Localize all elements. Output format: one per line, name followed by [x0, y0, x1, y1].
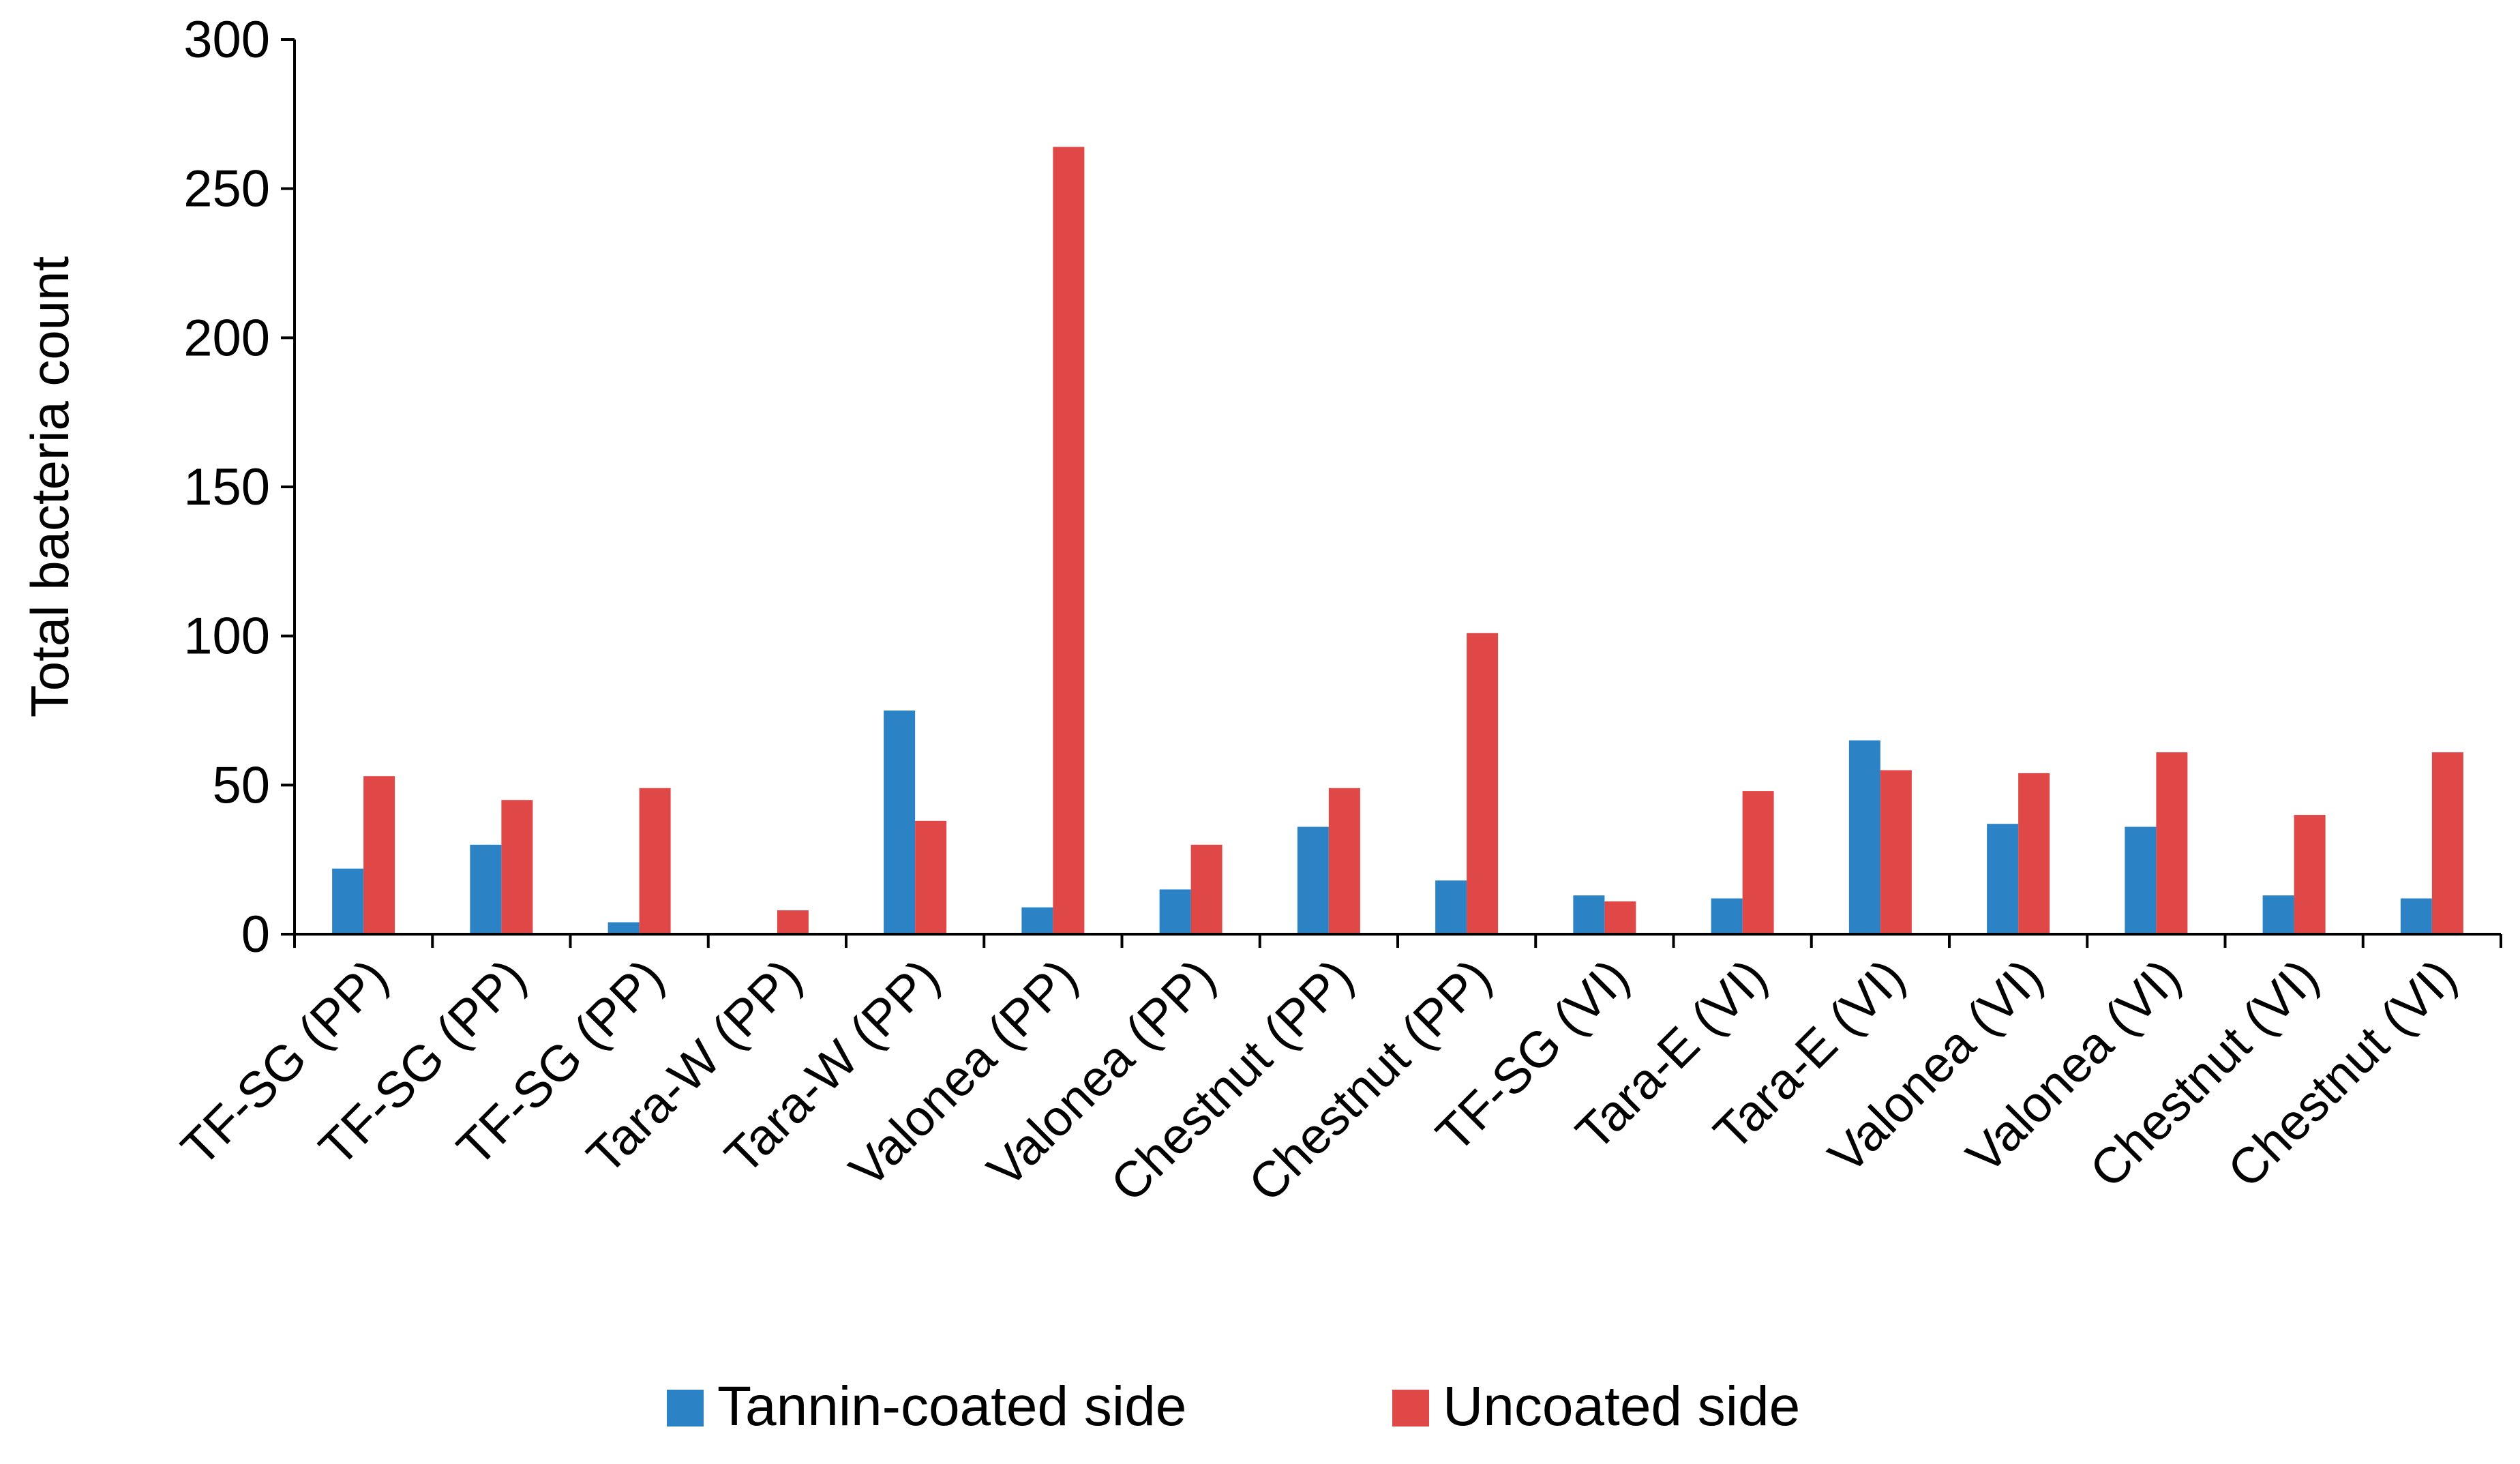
x-category-label: Chestnut (PP): [1100, 948, 1364, 1212]
bar-group: [2125, 752, 2188, 934]
y-tick-label: 50: [212, 756, 270, 814]
bar-uncoated: [1328, 788, 1360, 934]
legend: Tannin-coated side Uncoated side: [667, 1375, 1800, 1437]
bar-uncoated: [2431, 752, 2463, 934]
bar-tannin-coated: [2400, 898, 2432, 934]
bar-group: [1159, 844, 1222, 934]
bar-tannin-coated: [470, 844, 502, 934]
bar-uncoated: [363, 776, 395, 934]
bar-uncoated: [2018, 773, 2050, 934]
bar-tannin-coated: [1159, 889, 1191, 934]
bar-group: [1987, 773, 2050, 934]
bar-tannin-coated: [2125, 826, 2157, 934]
y-tick-label: 200: [183, 309, 270, 367]
bar-uncoated: [2156, 752, 2188, 934]
legend-swatch: [1392, 1390, 1429, 1426]
y-tick-label: 150: [183, 458, 270, 516]
bar-group: [470, 800, 533, 934]
bar-tannin-coated: [332, 868, 364, 934]
bar-uncoated: [501, 800, 533, 934]
bar-tannin-coated: [1021, 907, 1053, 934]
bar-uncoated: [777, 910, 809, 934]
bar-group: [1297, 788, 1360, 934]
y-axis-title: Total bacteria count: [20, 256, 80, 717]
bar-tannin-coated: [1711, 898, 1743, 934]
legend-label: Tannin-coated side: [717, 1375, 1186, 1437]
bar-group: [2262, 815, 2326, 934]
bar-group: [1021, 147, 1085, 935]
bar-group: [1573, 895, 1636, 934]
legend-swatch: [667, 1390, 704, 1426]
bar-uncoated: [1467, 633, 1499, 934]
bar-uncoated: [1190, 844, 1222, 934]
bar-uncoated: [1742, 791, 1774, 934]
y-tick-label: 300: [183, 11, 270, 69]
bar-tannin-coated: [1848, 740, 1880, 934]
bar-tannin-coated: [1435, 880, 1467, 934]
y-tick-label: 250: [183, 160, 270, 218]
y-tick-label: 100: [183, 608, 270, 666]
y-tick-label: 0: [241, 906, 270, 963]
bar-tannin-coated: [608, 922, 640, 934]
bar-group: [1711, 791, 1774, 934]
bar-group: [332, 776, 395, 934]
bars-layer: [332, 147, 2463, 935]
x-category-label: Chestnut (PP): [1238, 948, 1501, 1212]
bar-uncoated: [1604, 901, 1636, 934]
bar-group: [1848, 740, 1912, 934]
bar-uncoated: [1053, 147, 1085, 935]
legend-item: Tannin-coated side: [667, 1375, 1186, 1437]
bar-uncoated: [1880, 770, 1912, 934]
bar-group: [2400, 752, 2463, 934]
axes-layer: [281, 38, 2502, 948]
legend-item: Uncoated side: [1392, 1375, 1800, 1437]
bar-group: [1435, 633, 1499, 934]
bar-uncoated: [2294, 815, 2326, 934]
bar-tannin-coated: [884, 711, 916, 934]
bar-uncoated: [915, 820, 947, 934]
bar-uncoated: [639, 788, 671, 934]
bar-tannin-coated: [2262, 895, 2294, 934]
bar-tannin-coated: [1573, 895, 1605, 934]
bar-group: [777, 910, 809, 934]
bar-tannin-coated: [1987, 824, 2019, 934]
bar-group: [884, 711, 947, 934]
legend-label: Uncoated side: [1443, 1375, 1800, 1437]
bar-group: [608, 788, 671, 934]
bar-tannin-coated: [1297, 826, 1329, 934]
